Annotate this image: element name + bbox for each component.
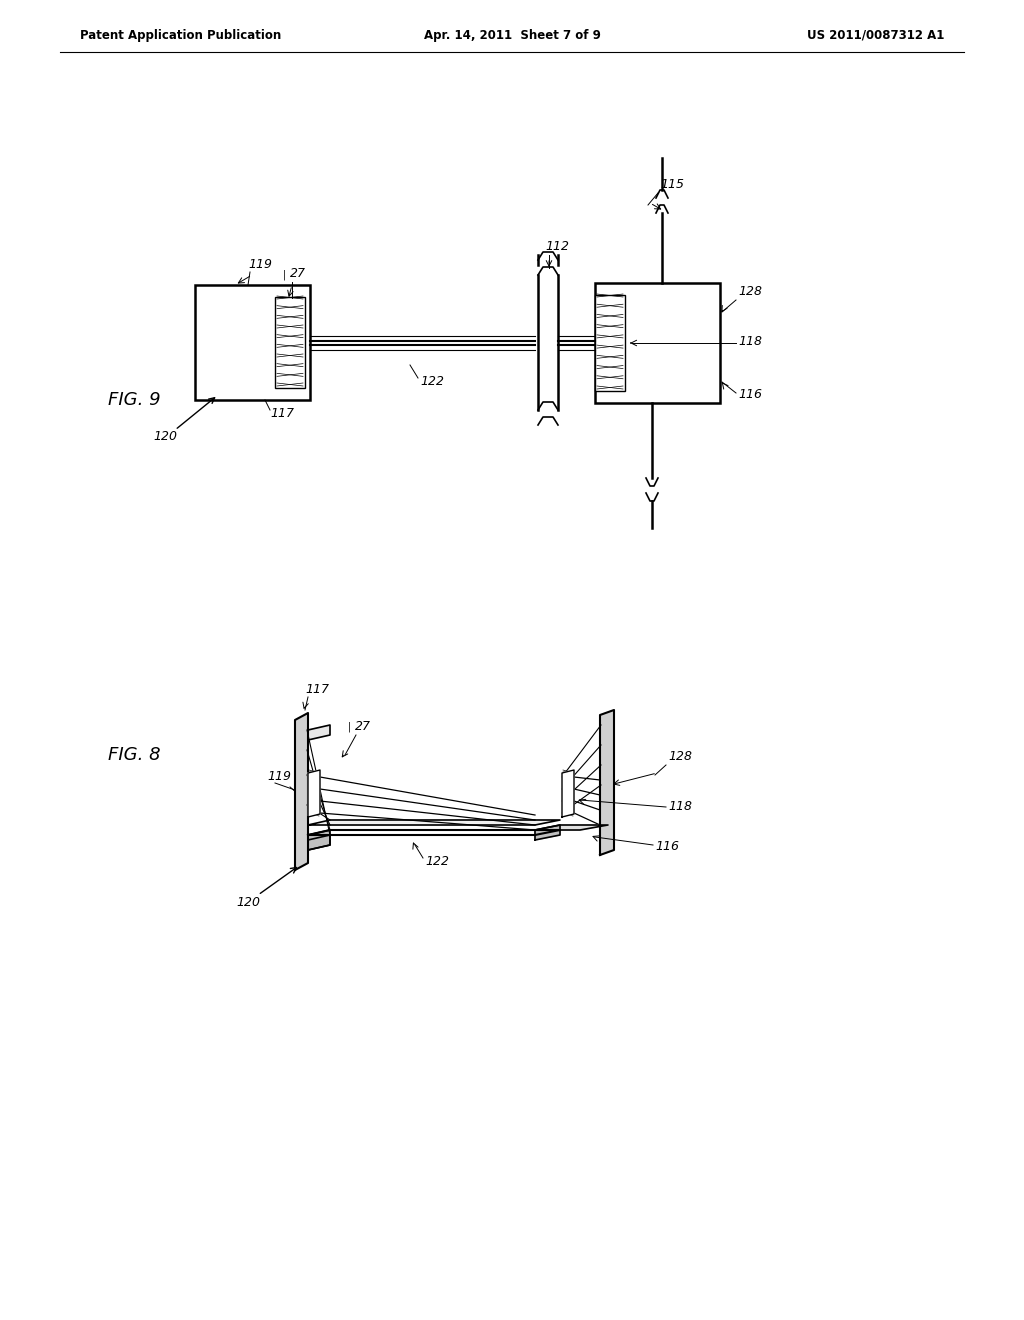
Polygon shape <box>308 725 330 741</box>
Text: 115: 115 <box>660 178 684 191</box>
Text: 128: 128 <box>738 285 762 298</box>
Text: 119: 119 <box>267 770 291 783</box>
Text: FIG. 8: FIG. 8 <box>108 746 161 764</box>
Text: 116: 116 <box>655 840 679 853</box>
Polygon shape <box>295 713 308 870</box>
Text: 117: 117 <box>305 682 329 696</box>
Text: 122: 122 <box>425 855 449 869</box>
Polygon shape <box>308 836 330 850</box>
Polygon shape <box>308 820 560 825</box>
Text: 120: 120 <box>236 896 260 909</box>
Text: FIG. 9: FIG. 9 <box>108 391 161 409</box>
Text: 122: 122 <box>420 375 444 388</box>
Text: 120: 120 <box>153 430 177 444</box>
Polygon shape <box>308 830 330 850</box>
Bar <box>195 285 310 400</box>
Polygon shape <box>308 770 319 817</box>
Text: US 2011/0087312 A1: US 2011/0087312 A1 <box>807 29 944 41</box>
Text: 112: 112 <box>545 240 569 253</box>
Bar <box>275 297 305 388</box>
Polygon shape <box>535 825 608 830</box>
Polygon shape <box>562 770 574 817</box>
Text: 116: 116 <box>738 388 762 401</box>
Text: |: | <box>283 269 287 280</box>
Text: 117: 117 <box>270 407 294 420</box>
Text: 119: 119 <box>248 257 272 271</box>
Text: 27: 27 <box>290 267 306 280</box>
Polygon shape <box>600 710 614 855</box>
Polygon shape <box>308 830 560 836</box>
Text: Apr. 14, 2011  Sheet 7 of 9: Apr. 14, 2011 Sheet 7 of 9 <box>424 29 600 41</box>
Bar <box>595 294 625 391</box>
Text: |: | <box>348 722 351 733</box>
Text: 27: 27 <box>355 719 371 733</box>
Text: 118: 118 <box>738 335 762 348</box>
Text: 128: 128 <box>668 750 692 763</box>
Text: 118: 118 <box>668 800 692 813</box>
Bar <box>595 282 720 403</box>
Text: Patent Application Publication: Patent Application Publication <box>80 29 282 41</box>
Polygon shape <box>535 825 560 840</box>
